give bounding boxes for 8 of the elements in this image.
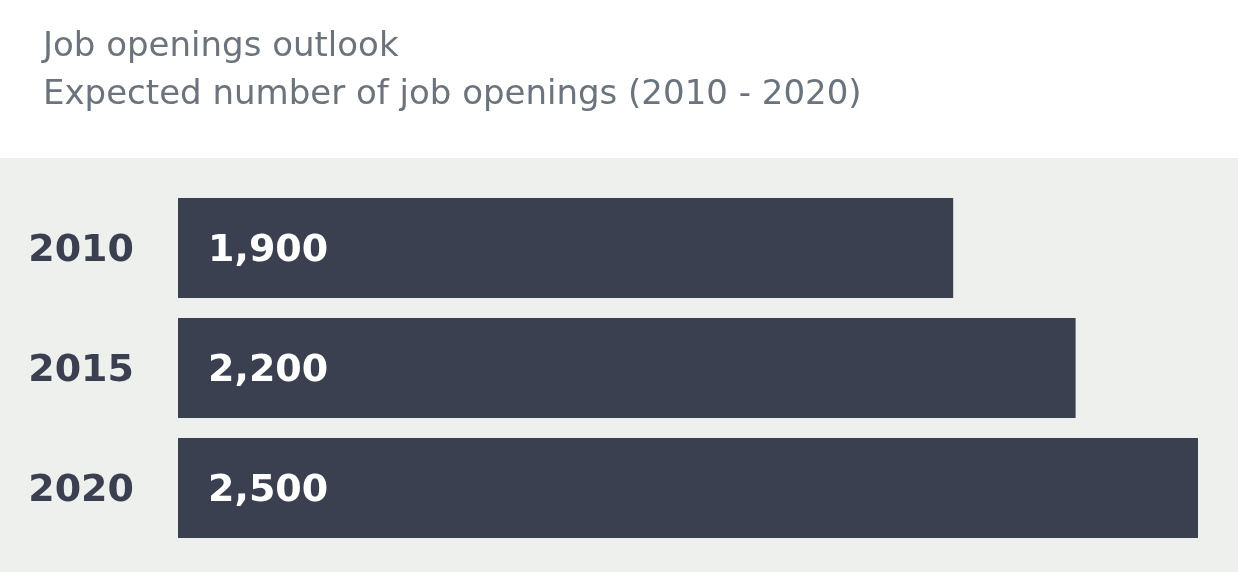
- data-label: 2,200: [208, 346, 329, 390]
- y-tick-label: 2010: [28, 226, 134, 270]
- chart-title: Job openings outlook: [41, 24, 399, 64]
- y-tick-label: 2015: [28, 346, 134, 390]
- data-label: 2,500: [208, 466, 329, 510]
- data-label: 1,900: [208, 226, 329, 270]
- y-tick-label: 2020: [28, 466, 134, 510]
- chart-subtitle: Expected number of job openings (2010 - 2020): [43, 72, 862, 112]
